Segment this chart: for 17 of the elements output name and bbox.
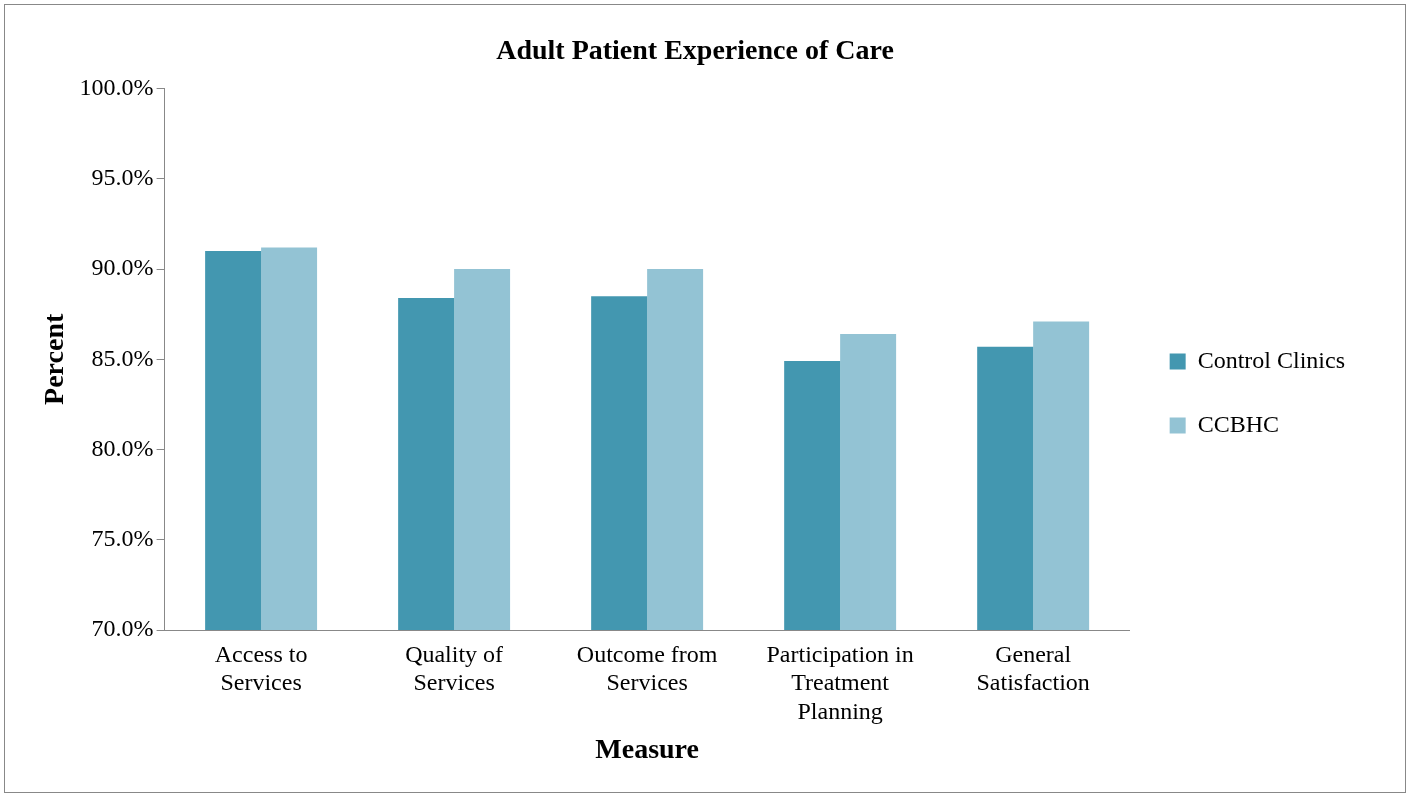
legend-label: Control Clinics (1197, 346, 1345, 373)
y-axis-title: Percent (38, 313, 70, 405)
x-tick-label: General Satisfaction (976, 640, 1090, 696)
y-tick-label: 75.0% (91, 525, 154, 552)
x-tick-label: Outcome from Services (576, 640, 718, 696)
y-tick-label: 100.0% (79, 73, 154, 100)
y-tick-label: 80.0% (91, 434, 154, 461)
x-tick-label: Participation in Treatment Planning (766, 640, 914, 725)
x-tick-label: Access to Services (214, 640, 308, 696)
y-tick-label: 85.0% (91, 344, 154, 371)
y-tick-label: 95.0% (91, 164, 154, 191)
x-tick-label: Quality of Services (405, 640, 504, 696)
x-axis-title: Measure (595, 733, 699, 765)
y-tick-label: 70.0% (91, 615, 154, 642)
legend-label: CCBHC (1197, 410, 1280, 437)
y-tick-label: 90.0% (91, 254, 154, 281)
chart-title: Adult Patient Experience of Care (496, 34, 894, 66)
